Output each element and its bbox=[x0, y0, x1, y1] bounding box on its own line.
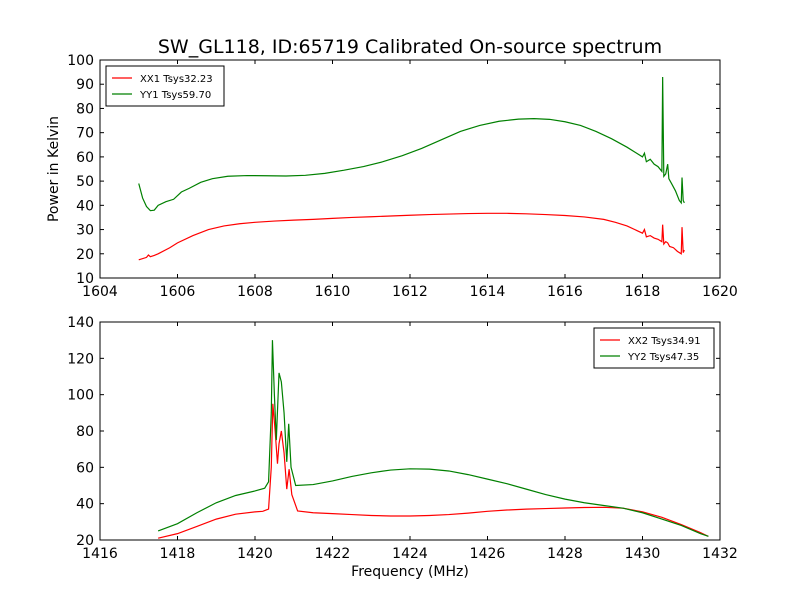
x-tick-label: 1614 bbox=[470, 284, 506, 300]
top-panel-on-source-spectrum-1: 1604 1606 1608 1610 1612 1614 1616 1618 1620 10 20… bbox=[46, 53, 738, 300]
x-tick-label: 1620 bbox=[702, 284, 738, 300]
legend-entry-label: YY1 Tsys59.70 bbox=[139, 90, 211, 101]
x-tick-label: 1616 bbox=[547, 284, 583, 300]
y-tick-label: 40 bbox=[76, 497, 94, 513]
legend: XX1 Tsys32.23 YY1 Tsys59.70 bbox=[105, 65, 225, 107]
x-tick-label: 1430 bbox=[625, 546, 661, 562]
y-tick-label: 70 bbox=[76, 126, 94, 142]
x-tick-label: 1610 bbox=[315, 284, 351, 300]
x-tick-label: 1604 bbox=[82, 284, 118, 300]
series-line-1-1 bbox=[138, 212, 685, 261]
legend-entry-label: YY2 Tsys47.35 bbox=[627, 352, 699, 363]
y-tick-label: 140 bbox=[67, 315, 94, 331]
series-line-2-1 bbox=[157, 403, 709, 539]
x-tick-label: 1416 bbox=[82, 546, 118, 562]
y-tick-label: 80 bbox=[76, 424, 94, 440]
x-tick-label: 1422 bbox=[315, 546, 351, 562]
x-tick-label: 1618 bbox=[625, 284, 661, 300]
y-tick-label: 100 bbox=[67, 53, 94, 69]
y-tick-label: 120 bbox=[67, 351, 94, 367]
x-tick-label: 1608 bbox=[237, 284, 273, 300]
y-tick-label: 80 bbox=[76, 101, 94, 117]
y-tick-label: 30 bbox=[76, 223, 94, 239]
bottom-panel-on-source-spectrum-2: 1416 1418 1420 1422 1424 1426 1428 1430 1432 20 40… bbox=[67, 315, 738, 580]
x-tick-label: 1418 bbox=[160, 546, 196, 562]
y-axis-label: Power in Kelvin bbox=[46, 116, 62, 222]
legend-entry-label: XX2 Tsys34.91 bbox=[628, 336, 701, 347]
y-tick-label: 10 bbox=[76, 271, 94, 287]
series-line-2-2 bbox=[157, 340, 709, 537]
y-tick-label: 90 bbox=[76, 77, 94, 93]
y-tick-label: 60 bbox=[76, 150, 94, 166]
x-tick-label: 1612 bbox=[392, 284, 428, 300]
y-tick-label: 50 bbox=[76, 174, 94, 190]
legend-entry-label: XX1 Tsys32.23 bbox=[140, 74, 213, 85]
y-tick-label: 40 bbox=[76, 198, 94, 214]
x-tick-label: 1426 bbox=[470, 546, 506, 562]
legend: XX2 Tsys34.91 YY2 Tsys47.35 bbox=[593, 327, 715, 369]
legend-box bbox=[105, 65, 225, 107]
figure-title: SW_GL118, ID:65719 Calibrated On-source … bbox=[158, 36, 662, 58]
y-tick-label: 60 bbox=[76, 460, 94, 476]
x-tick-label: 1428 bbox=[547, 546, 583, 562]
y-tick-label: 20 bbox=[76, 247, 94, 263]
x-tick-label: 1432 bbox=[702, 546, 738, 562]
y-tick-label: 20 bbox=[76, 533, 94, 549]
x-tick-label: 1606 bbox=[160, 284, 196, 300]
y-tick-label: 100 bbox=[67, 388, 94, 404]
x-tick-label: 1424 bbox=[392, 546, 428, 562]
legend-box bbox=[593, 327, 715, 369]
x-axis-label: Frequency (MHz) bbox=[351, 564, 469, 580]
x-tick-label: 1420 bbox=[237, 546, 273, 562]
series-line-1-2 bbox=[138, 76, 685, 212]
